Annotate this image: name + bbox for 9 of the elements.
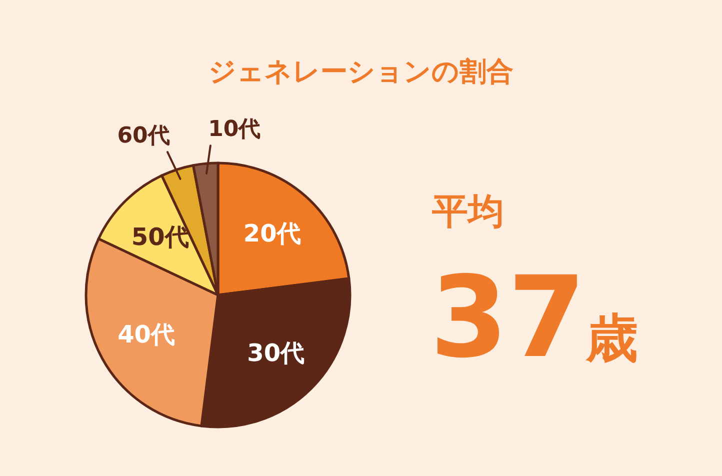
slice-label: 60代	[117, 124, 170, 149]
slice-label: 40代	[118, 320, 175, 348]
text: 平均	[432, 192, 504, 232]
text: 37歳	[430, 253, 638, 383]
slice-label: 30代	[247, 338, 305, 367]
chart-title: ジェネレーションの割合	[208, 56, 514, 88]
slice-label: 10代	[208, 117, 261, 142]
slice-label: 50代	[131, 223, 189, 252]
slice-label: 20代	[243, 220, 301, 248]
